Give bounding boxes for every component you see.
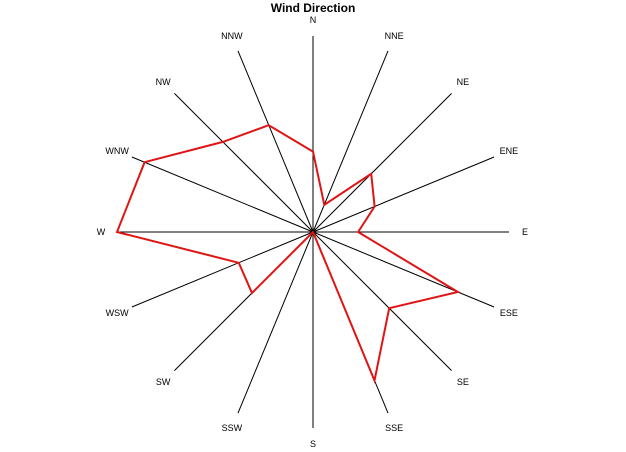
spoke-ese — [312, 231, 495, 308]
label-wnw: WNW — [105, 146, 129, 156]
label-ne: NE — [457, 77, 470, 87]
direction-labels: N NNE NE ENE E ESE SE SSE S SSW SW WSW W WNW NW NNW — [97, 15, 528, 449]
label-ene: ENE — [500, 146, 519, 156]
spoke-ne — [312, 93, 452, 233]
label-sse: SSE — [385, 423, 403, 433]
label-ese: ESE — [500, 308, 518, 318]
label-nne: NNE — [385, 31, 404, 41]
spoke-nw — [174, 93, 314, 233]
label-wsw: WSW — [106, 308, 129, 318]
spoke-wnw — [131, 156, 314, 233]
label-s: S — [310, 439, 316, 449]
spoke-wsw — [131, 231, 314, 308]
series-layer — [115, 124, 461, 384]
spoke-nnw — [237, 50, 314, 233]
series-polygon-0 — [115, 124, 461, 384]
label-sw: SW — [156, 377, 171, 387]
label-nnw: NNW — [221, 31, 243, 41]
spoke-nne — [312, 50, 389, 233]
label-w: W — [97, 227, 106, 237]
label-n: N — [310, 15, 317, 25]
label-se: SE — [457, 377, 469, 387]
spoke-se — [312, 231, 452, 371]
spoke-ssw — [237, 231, 314, 414]
label-ssw: SSW — [222, 423, 243, 433]
spoke-ene — [312, 156, 495, 233]
chart-title: Wind Direction — [271, 1, 356, 15]
label-e: E — [522, 227, 528, 237]
label-nw: NW — [156, 77, 171, 87]
